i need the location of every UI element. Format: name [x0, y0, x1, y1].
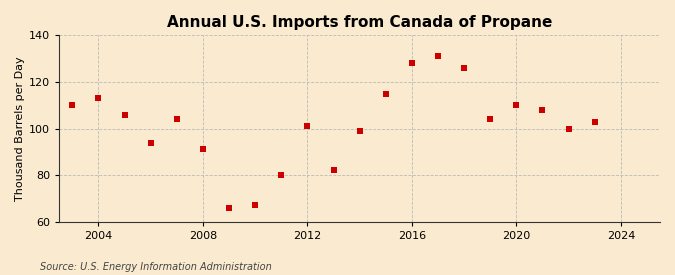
Point — [67, 103, 78, 108]
Point — [93, 96, 104, 100]
Point — [145, 140, 156, 145]
Point — [485, 117, 495, 121]
Point — [433, 54, 443, 59]
Point — [354, 129, 365, 133]
Point — [250, 203, 261, 208]
Point — [328, 168, 339, 173]
Point — [223, 205, 234, 210]
Title: Annual U.S. Imports from Canada of Propane: Annual U.S. Imports from Canada of Propa… — [167, 15, 552, 30]
Point — [406, 61, 417, 65]
Point — [198, 147, 209, 152]
Y-axis label: Thousand Barrels per Day: Thousand Barrels per Day — [15, 56, 25, 201]
Point — [171, 117, 182, 121]
Point — [276, 173, 287, 177]
Point — [302, 124, 313, 128]
Point — [563, 126, 574, 131]
Point — [119, 112, 130, 117]
Point — [537, 108, 548, 112]
Point — [381, 91, 392, 96]
Point — [511, 103, 522, 108]
Point — [589, 119, 600, 124]
Text: Source: U.S. Energy Information Administration: Source: U.S. Energy Information Administ… — [40, 262, 272, 272]
Point — [459, 66, 470, 70]
